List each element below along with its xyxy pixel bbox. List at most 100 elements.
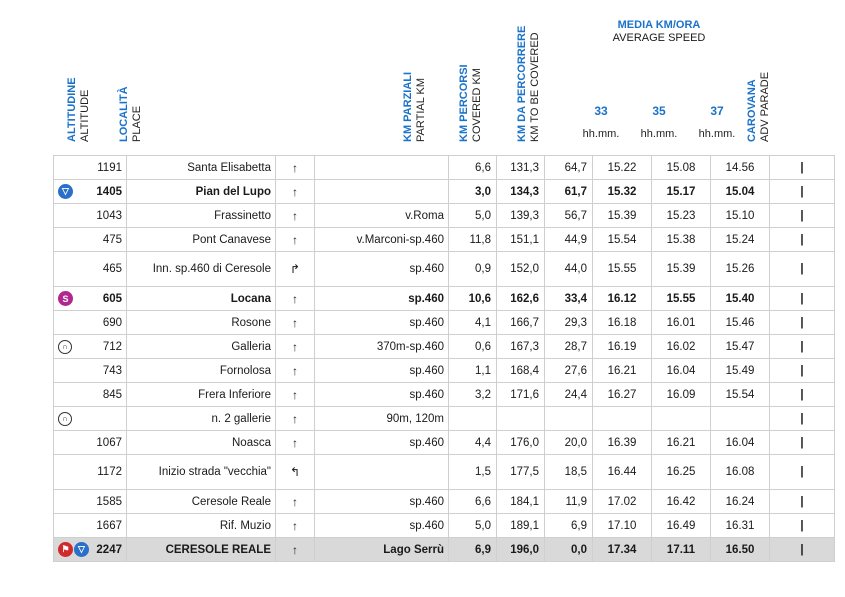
cell-t35: 16.09 [651,382,711,407]
cell-place: Pont Canavese [126,227,276,252]
header-km-to-be-covered-label: KM TO BE COVERED [529,32,541,142]
cell-remaining: 0,0 [544,537,593,562]
cell-arrow: ↑ [275,358,315,383]
header-km-parziali-label: KM PARZIALI [402,71,414,142]
cell-road: v.Marconi-sp.460 [314,227,449,252]
cell-partial: 1,5 [448,454,497,490]
cell-t35: 15.39 [651,251,711,287]
tunnel-icon: ∩ [58,339,72,354]
header-km-to-be-covered: KM DA PERCORRERE KM TO BE COVERED [516,2,542,142]
altitude-value: 1043 [96,209,122,222]
cell-car: | [769,430,835,455]
cell-partial: 0,6 [448,334,497,359]
cell-t35: 16.02 [651,334,711,359]
altitude-value: 1405 [96,185,122,198]
cell-road [314,454,449,490]
cell-car: | [769,358,835,383]
header-adv-parade-label: ADV PARADE [759,71,771,142]
cell-remaining: 6,9 [544,513,593,538]
cell-covered: 177,5 [496,454,545,490]
cell-t33: 17.10 [592,513,652,538]
cell-t35: 15.17 [651,179,711,204]
altitude-cell-content: 475 [58,234,122,246]
header-covered-km: KM PERCORSI COVERED KM [458,2,484,142]
altitude-value: 1585 [96,495,122,508]
cell-remaining: 28,7 [544,334,593,359]
mountain-gpm-icon: ▽ [58,184,73,199]
cell-covered: 171,6 [496,382,545,407]
altitude-value: 743 [102,364,122,377]
cell-alt: 1043 [53,203,127,228]
cell-alt: 1667 [53,513,127,538]
cell-road: sp.460 [314,382,449,407]
cell-covered: 184,1 [496,489,545,514]
cell-partial: 0,9 [448,251,497,287]
header-km-percorsi-label: KM PERCORSI [458,64,470,142]
cell-road: Lago Serrù [314,537,449,562]
altitude-cell-content: 1585 [58,496,122,508]
altitude-cell-content: 690 [58,317,122,329]
altitude-cell-content: 743 [58,365,122,377]
cell-remaining: 20,0 [544,430,593,455]
altitude-cell-content: 465 [58,263,122,275]
altitude-cell-content: 1043 [58,210,122,222]
cell-alt: 465 [53,251,127,287]
header-partial-km-label: PARTIAL KM [415,78,427,142]
cell-alt: 1172 [53,454,127,490]
cell-alt: 845 [53,382,127,407]
cell-covered: 167,3 [496,334,545,359]
cell-covered: 166,7 [496,310,545,335]
table-row: 1172 Inizio strada "vecchia" ↰ 1,5 177,5 18,5… [53,454,835,490]
table-row: ⚑ ▽ 2247 CERESOLE REALE ↑ Lago Serrù 6,9 196,0 0… [53,537,835,562]
cell-road: sp.460 [314,430,449,455]
cell-place: Frera Inferiore [126,382,276,407]
cell-place: Ceresole Reale [126,489,276,514]
cell-road [314,179,449,204]
cell-road: 370m-sp.460 [314,334,449,359]
altitude-cell-content: 1667 [58,520,122,532]
header-altitude-label: ALTITUDE [79,89,91,142]
table-row: 475 Pont Canavese ↑ v.Marconi-sp.460 11,8 151… [53,227,835,252]
cell-car: | [769,286,835,311]
cell-remaining: 29,3 [544,310,593,335]
cell-place: Rif. Muzio [126,513,276,538]
cell-alt: 1191 [53,155,127,180]
cell-car: | [769,179,835,204]
cell-arrow: ↑ [275,203,315,228]
altitude-cell-content: ∩ 712 [58,339,122,354]
cell-place: Inn. sp.460 di Ceresole [126,251,276,287]
header-speed-33: 33 [594,104,608,118]
altitude-value: 465 [102,263,122,275]
cell-car: | [769,334,835,359]
cell-remaining: 18,5 [544,454,593,490]
altitude-cell-content: 1191 [58,162,122,174]
cell-t37: 15.26 [710,251,770,287]
cell-place: Santa Elisabetta [126,155,276,180]
cell-t37: 14.56 [710,155,770,180]
cell-place: Frassinetto [126,203,276,228]
header-altitudine-label: ALTITUDINE [66,77,78,142]
header-place: LOCALITÀ PLACE [118,2,144,142]
stage-icons: ∩ [58,339,72,354]
cell-remaining: 61,7 [544,179,593,204]
cell-t35: 16.25 [651,454,711,490]
cell-partial: 3,2 [448,382,497,407]
cell-car: | [769,227,835,252]
cell-car: | [769,203,835,228]
cell-t33: 16.27 [592,382,652,407]
cell-partial: 6,6 [448,155,497,180]
cell-arrow: ↑ [275,382,315,407]
cell-remaining: 64,7 [544,155,593,180]
cell-t33: 16.19 [592,334,652,359]
cell-t37: 15.46 [710,310,770,335]
cell-alt: 1067 [53,430,127,455]
altitude-value: 712 [102,340,122,353]
stage-icons: S [58,291,73,306]
table-row: 465 Inn. sp.460 di Ceresole ↱ sp.460 0,9 152,… [53,251,835,287]
cell-t37: 15.04 [710,179,770,204]
cell-partial: 6,9 [448,537,497,562]
header-media-label: MEDIA KM/ORA [617,19,701,31]
cell-t33: 17.02 [592,489,652,514]
table-row: 1585 Ceresole Reale ↑ sp.460 6,6 184,1 11,9 17.… [53,489,835,514]
cell-t35: 16.01 [651,310,711,335]
